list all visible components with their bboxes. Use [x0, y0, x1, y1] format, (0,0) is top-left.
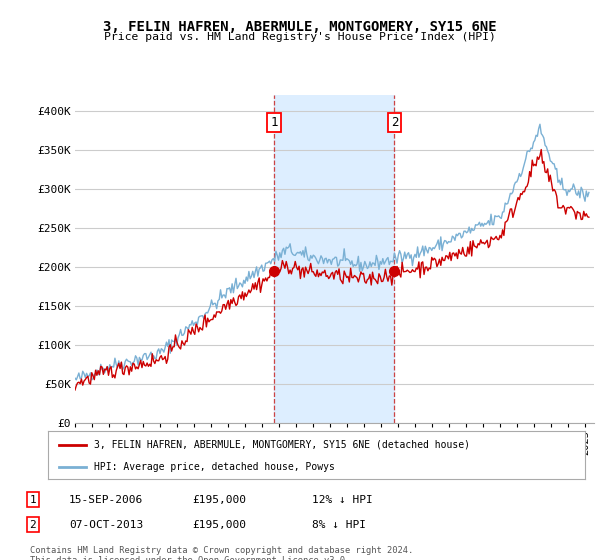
Text: 15-SEP-2006: 15-SEP-2006: [69, 494, 143, 505]
Text: 1: 1: [271, 116, 278, 129]
Text: 07-OCT-2013: 07-OCT-2013: [69, 520, 143, 530]
Text: £195,000: £195,000: [192, 494, 246, 505]
Text: 12% ↓ HPI: 12% ↓ HPI: [312, 494, 373, 505]
Text: 3, FELIN HAFREN, ABERMULE, MONTGOMERY, SY15 6NE: 3, FELIN HAFREN, ABERMULE, MONTGOMERY, S…: [103, 20, 497, 34]
Text: 2: 2: [391, 116, 398, 129]
Text: 8% ↓ HPI: 8% ↓ HPI: [312, 520, 366, 530]
Text: HPI: Average price, detached house, Powys: HPI: Average price, detached house, Powy…: [94, 462, 335, 472]
Text: Price paid vs. HM Land Registry's House Price Index (HPI): Price paid vs. HM Land Registry's House …: [104, 32, 496, 42]
Text: 2: 2: [29, 520, 37, 530]
Text: £195,000: £195,000: [192, 520, 246, 530]
Text: 3, FELIN HAFREN, ABERMULE, MONTGOMERY, SY15 6NE (detached house): 3, FELIN HAFREN, ABERMULE, MONTGOMERY, S…: [94, 440, 470, 450]
Bar: [274, 95, 394, 423]
Text: Contains HM Land Registry data © Crown copyright and database right 2024.
This d: Contains HM Land Registry data © Crown c…: [30, 546, 413, 560]
Text: 1: 1: [29, 494, 37, 505]
